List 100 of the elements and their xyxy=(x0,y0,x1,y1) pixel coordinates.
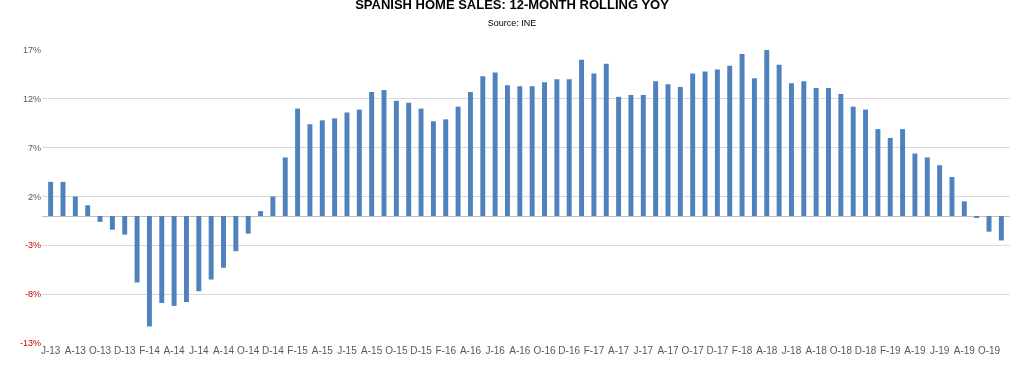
x-tick-label: A-16 xyxy=(459,345,482,356)
bar xyxy=(332,118,338,217)
x-tick-label: D-16 xyxy=(558,345,581,356)
bar xyxy=(122,216,128,235)
bar xyxy=(159,216,165,303)
chart-subtitle: Source: INE xyxy=(487,18,537,29)
bar xyxy=(492,72,498,217)
x-tick-label: J-19 xyxy=(929,345,950,356)
y-tick-label: -13% xyxy=(19,338,41,349)
bar xyxy=(900,129,906,217)
bar xyxy=(690,73,696,217)
x-tick-label: D-15 xyxy=(410,345,433,356)
bar xyxy=(813,88,819,217)
bar xyxy=(529,86,535,217)
x-tick-label: O-19 xyxy=(977,345,1001,356)
bar xyxy=(566,79,572,217)
bar xyxy=(406,102,412,217)
bar xyxy=(109,216,115,230)
bar xyxy=(505,85,510,217)
x-tick-label: F-15 xyxy=(287,345,309,356)
x-tick-label: J-13 xyxy=(40,345,61,356)
bar xyxy=(134,216,140,283)
bar xyxy=(455,106,461,217)
y-tick-label: 7% xyxy=(27,142,41,153)
bar xyxy=(912,153,918,217)
bar xyxy=(961,201,967,217)
bar xyxy=(702,71,708,217)
x-tick-label: A-15 xyxy=(361,345,383,356)
chart-title: SPANISH HOME SALES: 12-MONTH ROLLING YOY xyxy=(355,0,670,13)
bar xyxy=(418,108,424,217)
bar xyxy=(430,121,436,217)
bar xyxy=(85,205,91,217)
x-tick-label: F-19 xyxy=(879,345,901,356)
x-tick-label: J-18 xyxy=(781,345,802,356)
bar xyxy=(97,216,103,222)
bar xyxy=(369,92,375,217)
bar xyxy=(591,73,597,217)
y-tick-label: 2% xyxy=(27,191,41,202)
bar xyxy=(677,87,683,217)
x-tick-label: A-14 xyxy=(163,345,186,356)
bar xyxy=(887,137,893,217)
x-tick-label: D-13 xyxy=(113,345,136,356)
bar xyxy=(863,109,869,217)
x-tick-label: F-14 xyxy=(139,345,161,356)
bar xyxy=(393,100,399,217)
x-tick-label: F-16 xyxy=(435,345,457,356)
x-tick-label: D-17 xyxy=(706,345,729,356)
y-tick-label: 17% xyxy=(22,45,41,56)
x-tick-label: A-18 xyxy=(756,345,778,356)
bar xyxy=(714,69,720,217)
bar xyxy=(233,216,239,252)
bar xyxy=(208,216,214,280)
x-tick-label: A-17 xyxy=(657,345,679,356)
x-tick-label: O-17 xyxy=(681,345,705,356)
bar xyxy=(480,76,486,217)
x-tick-label: D-18 xyxy=(854,345,877,356)
bar xyxy=(517,86,523,217)
y-tick-label: -3% xyxy=(24,240,41,251)
bar xyxy=(443,119,449,217)
bar xyxy=(356,109,362,217)
x-tick-label: A-16 xyxy=(509,345,531,356)
bar xyxy=(554,79,560,217)
bar xyxy=(739,53,745,217)
bar xyxy=(653,81,659,217)
x-tick-label: J-15 xyxy=(337,345,358,356)
x-tick-label: J-17 xyxy=(633,345,654,356)
x-tick-label: A-19 xyxy=(904,345,926,356)
bar xyxy=(171,216,177,306)
bar xyxy=(838,93,844,217)
bar xyxy=(850,106,856,217)
bar xyxy=(998,216,1004,241)
x-tick-label: F-17 xyxy=(583,345,605,356)
x-tick-label: J-14 xyxy=(189,345,209,356)
bar xyxy=(72,196,78,217)
bar xyxy=(603,63,609,217)
bar xyxy=(751,78,757,217)
bar xyxy=(319,120,325,217)
bar xyxy=(727,65,733,217)
x-tick-label: D-14 xyxy=(262,345,285,356)
x-tick-label: O-15 xyxy=(385,345,408,356)
x-tick-label: J-16 xyxy=(485,345,506,356)
bar xyxy=(924,157,930,217)
bar xyxy=(196,216,202,292)
x-tick-label: A-15 xyxy=(311,345,334,356)
bar xyxy=(307,124,313,217)
bar xyxy=(875,129,881,217)
bar xyxy=(270,196,276,217)
x-tick-label: A-14 xyxy=(212,345,235,356)
bar xyxy=(183,216,189,302)
x-tick-label: A-13 xyxy=(64,345,87,356)
bar xyxy=(764,50,770,217)
bar xyxy=(937,165,943,217)
bar xyxy=(48,181,54,217)
x-tick-label: O-13 xyxy=(88,345,112,356)
bar xyxy=(788,83,794,217)
bar xyxy=(146,216,152,327)
bar xyxy=(640,94,646,217)
bar xyxy=(579,59,585,217)
bar xyxy=(801,81,807,217)
bar xyxy=(258,211,264,217)
